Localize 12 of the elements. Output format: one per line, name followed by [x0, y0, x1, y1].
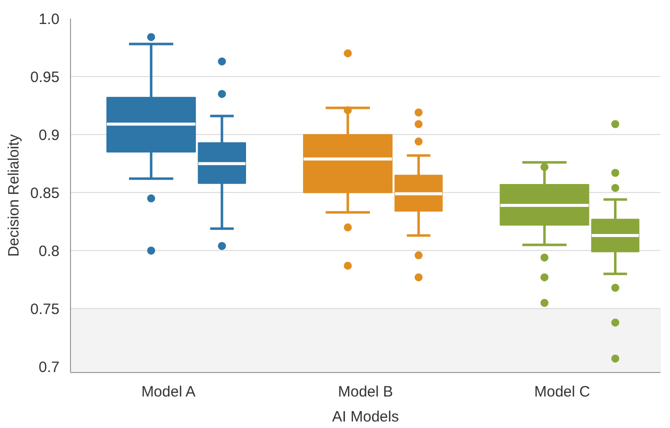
y-tick-label: 0.8	[38, 243, 60, 260]
y-tick-label: 0.85	[30, 185, 60, 202]
y-axis-title: Decision Relialoity	[5, 134, 22, 257]
x-tick-label: Model C	[534, 384, 590, 400]
y-tick-label: 0.95	[30, 69, 60, 86]
x-tick-label: Model A	[141, 384, 196, 400]
y-tick-label: 1.0	[38, 11, 60, 28]
x-tick-label: Model B	[338, 384, 394, 400]
y-tick-label: 0.75	[30, 301, 60, 318]
y-tick-label: 0.9	[38, 127, 60, 144]
y-tick-label: 0.7	[38, 359, 60, 376]
x-axis-title: AI Models	[332, 408, 399, 426]
